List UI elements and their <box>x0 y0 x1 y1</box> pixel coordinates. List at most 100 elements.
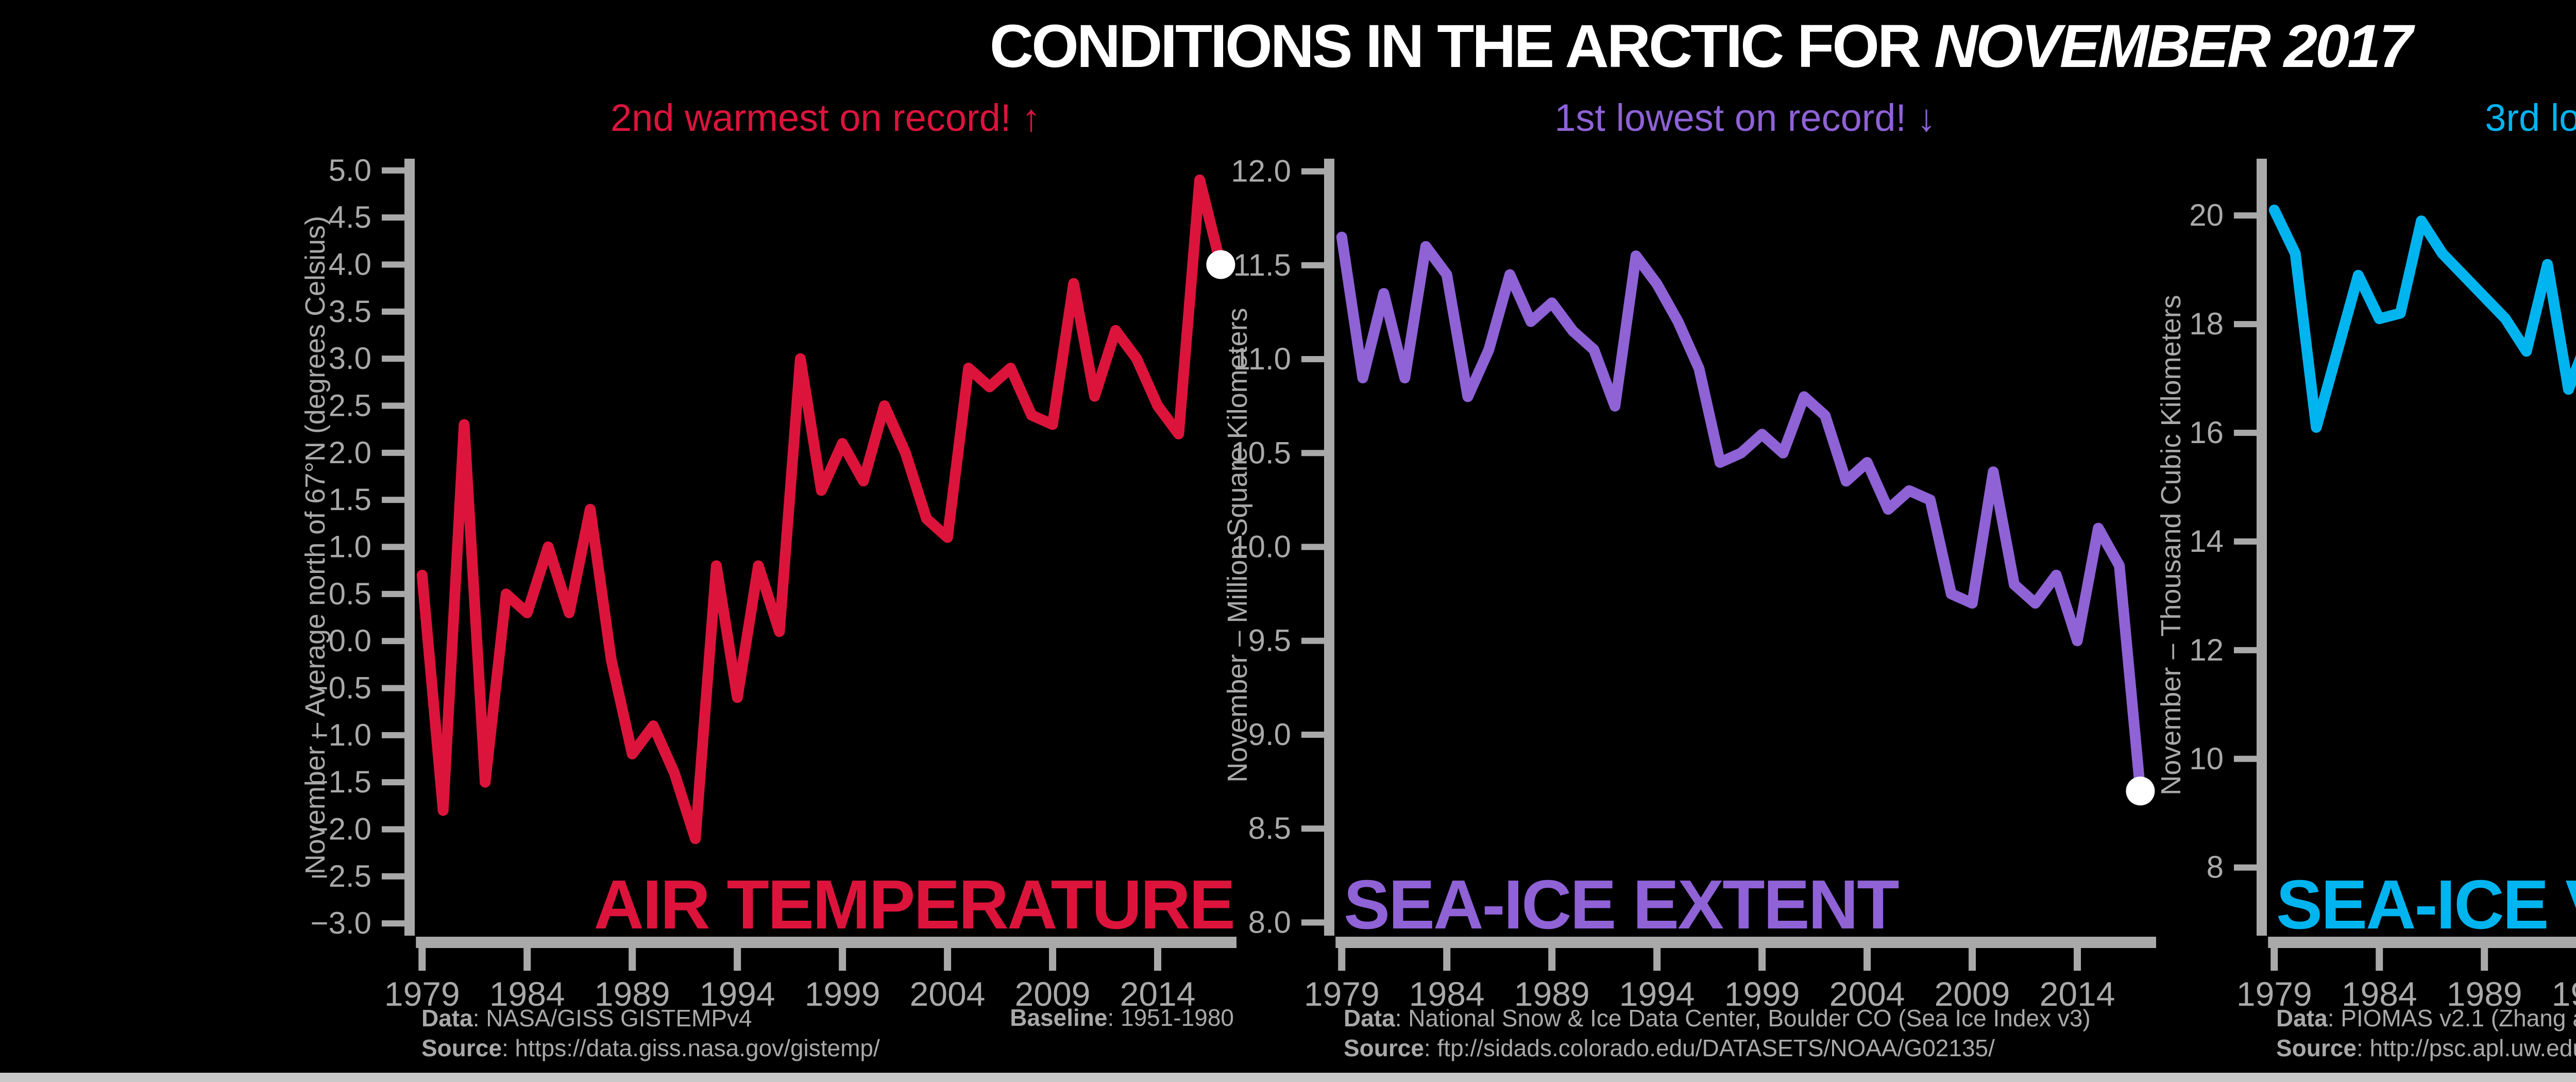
y-tick-label: 8.5 <box>1248 811 1291 846</box>
y-tick-label: 5.0 <box>329 153 371 188</box>
y-tick-label: 16 <box>2189 415 2224 450</box>
sea-ice-volume-data-line <box>2268 205 2576 433</box>
y-tick-label: 14 <box>2189 524 2224 559</box>
y-tick-label: −2.0 <box>311 812 371 847</box>
y-tick-label: 0.0 <box>329 623 371 658</box>
x-tick <box>1863 948 1871 971</box>
y-tick <box>382 779 404 786</box>
x-tick-label: 1984 <box>489 975 565 1013</box>
source-credit-line: Source: https://data.giss.nasa.gov/giste… <box>421 1034 880 1063</box>
y-tick-label: −2.5 <box>311 859 371 893</box>
x-tick-label: 1979 <box>2236 975 2312 1013</box>
y-tick-label: 10 <box>2189 741 2224 776</box>
x-tick <box>1154 948 1162 971</box>
annotation-sea-ice-extent: 1st lowest on record! ↓ <box>1554 96 1936 139</box>
x-tick <box>418 948 426 971</box>
x-tick-label: 1999 <box>1724 975 1800 1013</box>
y-tick <box>382 308 404 315</box>
source-label: Source <box>1344 1034 1424 1061</box>
data-value: : National Snow & Ice Data Center, Bould… <box>1395 1005 2091 1032</box>
y-tick-label: 8 <box>2207 850 2224 885</box>
x-tick-label: 1984 <box>1409 975 1485 1013</box>
y-tick <box>2234 647 2257 653</box>
y-tick-label: 1.5 <box>329 482 371 517</box>
y-tick-label: 4.0 <box>329 247 371 281</box>
x-tick <box>1049 948 1057 971</box>
y-tick-label: 2.0 <box>329 435 371 470</box>
sea-ice-extent-endpoint-dot <box>2126 776 2155 806</box>
y-tick <box>382 167 404 174</box>
y-tick-label: 2.5 <box>329 388 371 422</box>
air-temperature-endpoint-dot <box>1206 250 1235 279</box>
air-temperature-plot: 5.0 4.5 4.0 3.5 3.0 2.5 2.0 1.5 1.0 0.5 0.0 −0.5 −1.… <box>311 153 1236 1013</box>
x-tick <box>1443 948 1451 971</box>
y-tick-label: 3.5 <box>329 294 371 329</box>
annotation-air-temperature: 2nd warmest on record! ↑ <box>611 96 1041 139</box>
y-tick <box>382 590 404 597</box>
source-value: : https://data.giss.nasa.gov/gistemp/ <box>501 1034 880 1061</box>
y-tick <box>382 261 404 268</box>
x-tick <box>523 948 531 971</box>
y-tick-label: 3.0 <box>329 341 371 376</box>
y-tick-label: 4.5 <box>329 200 371 234</box>
y-tick <box>382 685 404 691</box>
y-tick <box>2234 864 2257 871</box>
main-title-prefix: CONDITIONS IN THE ARCTIC FOR <box>989 12 1934 80</box>
x-tick-label: 1994 <box>2552 975 2576 1013</box>
baseline-value: : 1951-1980 <box>1107 1004 1234 1031</box>
sea-ice-volume-y-spine <box>2257 159 2267 936</box>
x-tick-label: 1979 <box>1304 975 1380 1013</box>
y-tick-label: 10.5 <box>1231 435 1291 470</box>
y-tick <box>382 449 404 456</box>
y-tick <box>382 920 404 927</box>
source-value: : http://psc.apl.uw.edu/research/project… <box>2356 1034 2576 1061</box>
annotation-sea-ice-volume: 3rd lowest on record! ↓ <box>2485 96 2576 139</box>
x-tick <box>1969 948 1976 971</box>
y-tick <box>382 544 404 550</box>
sea-ice-extent-y-spine <box>1324 159 1334 936</box>
y-tick <box>2234 430 2257 436</box>
y-tick <box>382 497 404 503</box>
y-axis-label-air-temperature: November – Average north of 67°N (degree… <box>300 215 331 875</box>
y-tick <box>1301 356 1324 363</box>
x-tick-label: 1984 <box>2342 975 2417 1013</box>
chart-title-sea-ice-extent: SEA-ICE EXTENT <box>1344 866 1900 943</box>
x-tick <box>1758 948 1766 971</box>
x-tick-label: 2014 <box>2040 975 2115 1013</box>
source-label: Source <box>421 1034 502 1061</box>
sea-ice-volume-x-spine <box>2268 937 2576 948</box>
y-tick-label: 9.0 <box>1248 717 1291 752</box>
data-credit-line: Data: PIOMAS v2.1 (Zhang and Rothrock, 2… <box>2276 1004 2576 1034</box>
y-tick <box>2234 212 2257 219</box>
x-tick <box>629 948 636 971</box>
main-title-month: NOVEMBER 2017 <box>1934 12 2413 80</box>
y-tick <box>1301 919 1324 926</box>
y-tick <box>1301 450 1324 457</box>
data-value: : PIOMAS v2.1 (Zhang and Rothrock, 2003;… <box>2327 1005 2576 1032</box>
footer-sea-ice-volume: Data: PIOMAS v2.1 (Zhang and Rothrock, 2… <box>2276 1004 2576 1063</box>
footer-sea-ice-extent: Data: National Snow & Ice Data Center, B… <box>1344 1004 2091 1063</box>
y-tick-label: 1.0 <box>329 530 371 564</box>
footer-air-temperature: Data: NASA/GISS GISTEMPv4 Source: https:… <box>421 1004 880 1063</box>
x-tick-label: 1989 <box>1514 975 1590 1013</box>
y-tick-label: 12.0 <box>1231 154 1291 189</box>
y-tick-label: 18 <box>2189 307 2224 341</box>
y-tick <box>382 356 404 362</box>
y-axis-label-sea-ice-extent: November – Million Square Kilometers <box>1222 308 1253 783</box>
y-tick <box>1301 262 1324 268</box>
y-tick-label: 11.0 <box>1233 342 1291 376</box>
y-tick-label: 0.5 <box>329 577 371 611</box>
y-tick <box>382 402 404 409</box>
y-tick <box>1301 168 1324 175</box>
sea-ice-extent-plot: 12.0 11.5 11.0 10.5 10.0 9.5 9.0 8.5 8.0 1979 1984… <box>1231 154 2156 1013</box>
data-label: Data <box>1344 1005 1395 1032</box>
baseline-note: Baseline: 1951-1980 <box>1010 1004 1234 1032</box>
x-tick-label: 2009 <box>1015 975 1091 1013</box>
y-tick <box>382 826 404 833</box>
x-tick-label: 1979 <box>384 975 460 1013</box>
air-temperature-y-spine <box>404 159 415 936</box>
source-value: : ftp://sidads.colorado.edu/DATASETS/NOA… <box>1423 1034 1995 1061</box>
y-tick-label: 10.0 <box>1231 530 1291 564</box>
x-tick-label: 2004 <box>910 975 986 1013</box>
y-tick <box>1301 731 1324 738</box>
